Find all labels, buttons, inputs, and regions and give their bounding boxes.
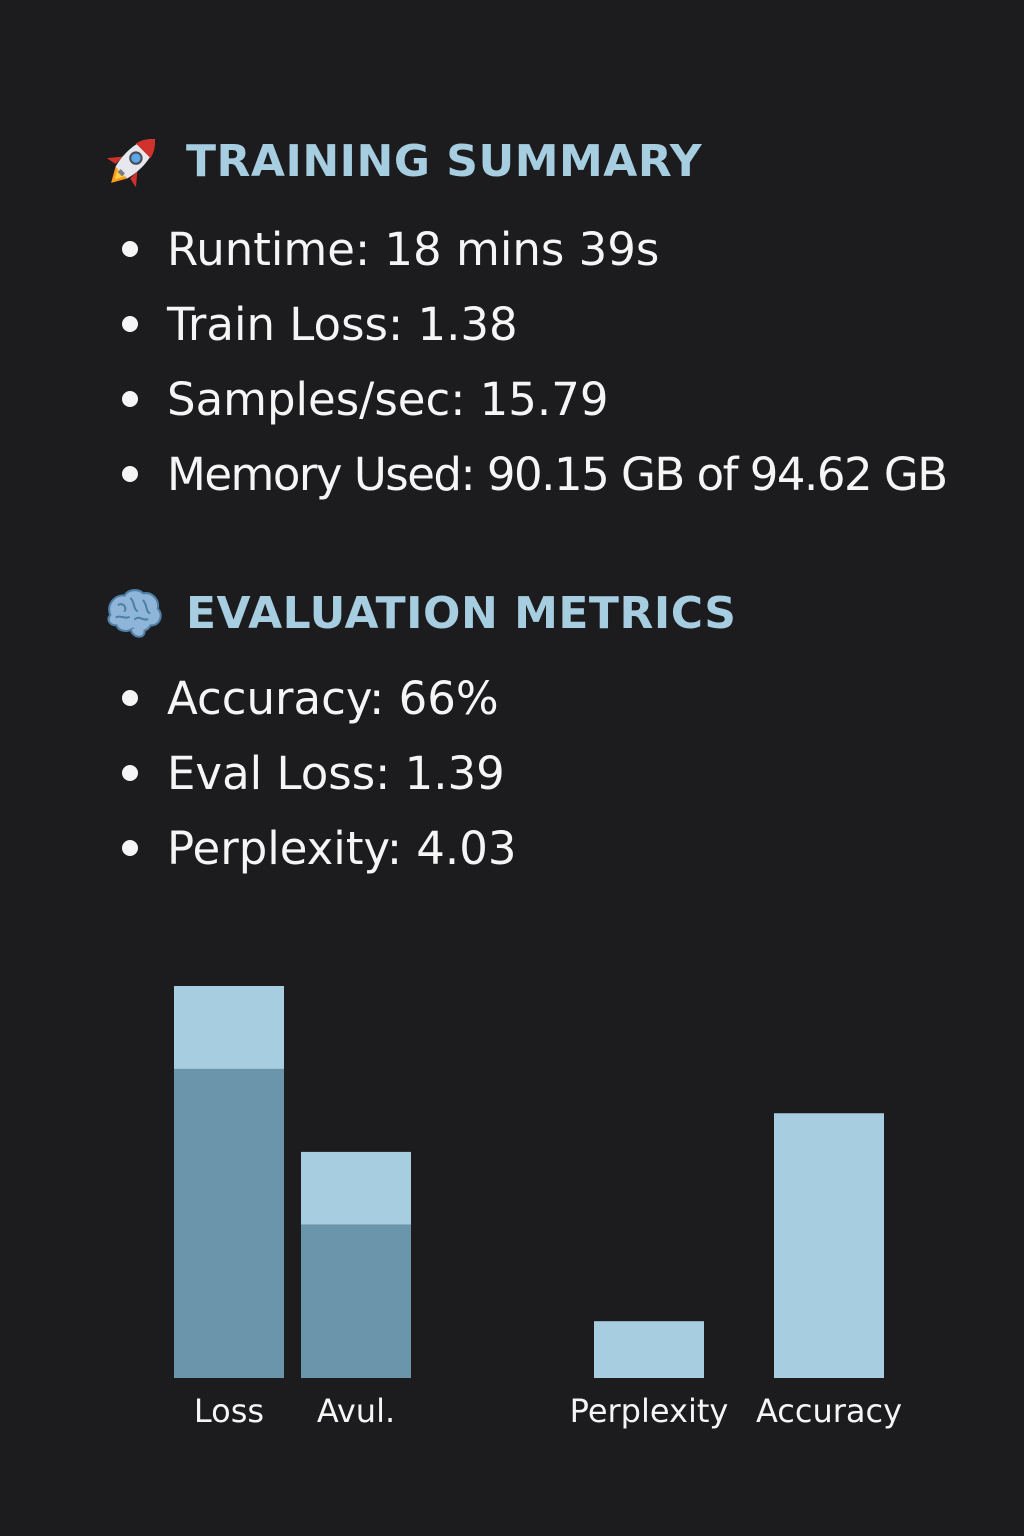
memory-used-value: Memory Used: 90.15 GB of 94.62 GB — [167, 448, 948, 501]
brain-icon — [107, 589, 162, 638]
bar-perplexity-segment-1 — [594, 1321, 704, 1378]
bars-group — [174, 986, 884, 1378]
bullet — [122, 316, 138, 332]
bullet — [122, 466, 138, 482]
eval-loss-value: Eval Loss: 1.39 — [167, 747, 505, 800]
bullet — [122, 765, 138, 781]
training-summary-header: TRAINING SUMMARY — [100, 128, 702, 194]
perplexity-value: Perplexity: 4.03 — [167, 822, 517, 875]
x-tick-label: Loss — [194, 1392, 264, 1430]
bullet — [122, 391, 138, 407]
bar-avul-segment-1 — [301, 1224, 411, 1378]
bullet — [122, 690, 138, 706]
bar-loss-segment-1 — [174, 1068, 284, 1378]
bullet — [122, 840, 138, 856]
evaluation-metrics-header: EVALUATION METRICS — [100, 580, 737, 646]
training-summary-title: TRAINING SUMMARY — [186, 135, 703, 187]
x-tick-label: Accuracy — [756, 1392, 902, 1430]
samples-per-sec-value: Samples/sec: 15.79 — [167, 373, 609, 426]
rocket-icon — [106, 138, 156, 188]
x-tick-label: Avul. — [317, 1392, 395, 1430]
tick-labels-group: Loss Avul. Perplexity Accuracy — [194, 1392, 902, 1430]
evaluation-metrics-title: EVALUATION METRICS — [186, 587, 737, 639]
accuracy-value: Accuracy: 66% — [167, 672, 499, 725]
x-tick-label: Perplexity — [570, 1392, 729, 1430]
bar-avul-segment-2 — [301, 1151, 411, 1225]
bar-loss-segment-2 — [174, 986, 284, 1069]
bullet — [122, 241, 138, 257]
bar-accuracy-segment-1 — [774, 1113, 884, 1378]
train-loss-value: Train Loss: 1.38 — [167, 298, 518, 351]
runtime-value: Runtime: 18 mins 39s — [167, 223, 660, 276]
